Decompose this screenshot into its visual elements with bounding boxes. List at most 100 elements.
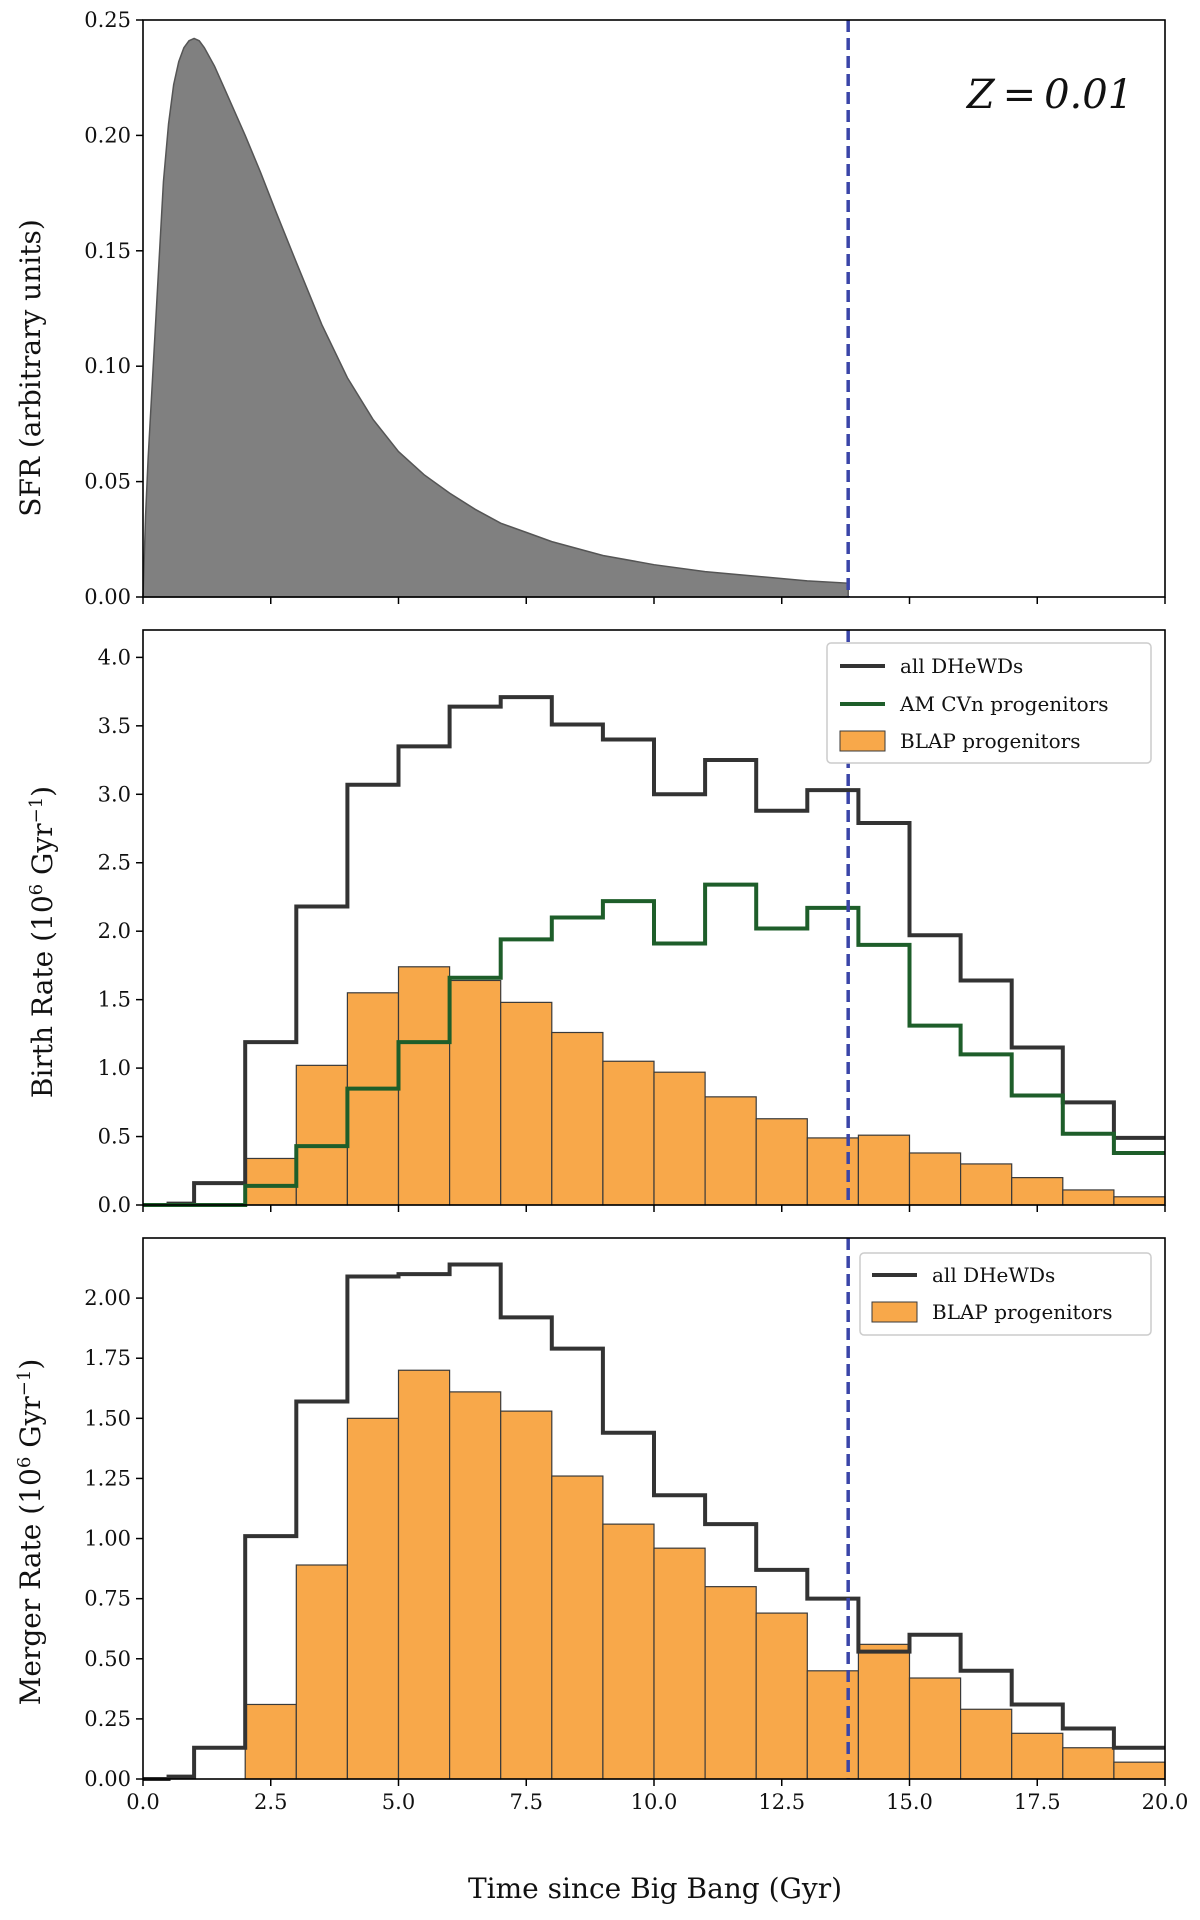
birth-rate-blap-bar (244, 1157, 297, 1206)
birth-rate-y-tick-label: 1.5 (98, 988, 131, 1012)
birth-rate-blap-bar (959, 1163, 1013, 1206)
birth-rate-legend-amcvn-label: AM CVn progenitors (899, 692, 1109, 716)
merger-rate-blap-bar (602, 1523, 655, 1780)
merger-rate-ylabel-sup2: −1 (14, 1370, 35, 1397)
merger-rate-y-tick-label: 1.00 (84, 1527, 131, 1551)
birth-rate-legend-blap-label: BLAP progenitors (900, 729, 1080, 753)
merger-rate-blap-bar (806, 1670, 859, 1780)
merger-rate-blap-bar (959, 1708, 1013, 1780)
merger-rate-ylabel-start: Merger Rate (10 (14, 1468, 47, 1705)
birth-rate-panel: 0.0 0.5 1.0 1.5 2.0 2.5 3.0 3.5 4.0 Birth Rate (… (26, 629, 1166, 1217)
birth-rate-blap-bar (1113, 1196, 1166, 1206)
sfr-plot-area: 0.00 0.05 0.10 0.15 0.20 0.25 (84, 8, 1166, 609)
merger-rate-blap-bar (1011, 1732, 1064, 1780)
merger-rate-y-tick-label: 0.75 (84, 1587, 131, 1611)
merger-rate-x-tick-label: 5.0 (382, 1790, 415, 1814)
birth-rate-y-tick-label: 4.0 (98, 645, 131, 669)
sfr-y-tick-label: 0.15 (84, 239, 131, 263)
merger-rate-y-tick-label: 0.50 (84, 1647, 131, 1671)
birth-rate-legend-blap-swatch (839, 730, 886, 752)
merger-rate-blap-bar (704, 1586, 757, 1780)
merger-rate-y-tick-label: 2.00 (84, 1286, 131, 1310)
merger-rate-ylabel-mid: Gyr (14, 1396, 47, 1457)
merger-rate-legend-blap-swatch (871, 1301, 918, 1323)
birth-rate-ylabel-sup: 6 (26, 884, 47, 895)
birth-rate-y-tick-label: 0.5 (98, 1125, 131, 1149)
merger-rate-x-tick-label: 15.0 (886, 1790, 933, 1814)
merger-rate-y-tick-label: 1.75 (84, 1346, 131, 1370)
birth-rate-ylabel-end: ) (26, 786, 59, 797)
birth-rate-blap-bar (1062, 1189, 1115, 1206)
birth-rate-y-tick-label: 3.5 (98, 714, 131, 738)
merger-rate-legend-box (859, 1252, 1152, 1336)
merger-rate-y-tick-label: 1.25 (84, 1466, 131, 1490)
merger-rate-ylabel-end: ) (14, 1359, 47, 1370)
birth-rate-y-tick-label: 2.0 (98, 919, 131, 943)
merger-rate-legend-blap-label: BLAP progenitors (932, 1300, 1112, 1324)
birth-rate-legend-all-label: all DHeWDs (900, 654, 1023, 678)
sfr-y-tick-label: 0.10 (84, 354, 131, 378)
birth-rate-blap-bar (755, 1118, 808, 1206)
birth-rate-all-dhewds-line (143, 695, 1165, 1207)
birth-rate-blap-bar (857, 1134, 911, 1206)
birth-rate-blap-bar (500, 1001, 553, 1206)
merger-rate-x-tick-label: 7.5 (510, 1790, 543, 1814)
sfr-y-tick-label: 0.00 (84, 585, 131, 609)
birth-rate-blap-bar (295, 1064, 348, 1206)
birth-rate-legend: all DHeWDs AM CVn progenitors BLAP proge… (826, 642, 1152, 764)
birth-rate-blap-bar (908, 1152, 962, 1206)
x-axis-label: Time since Big Bang (Gyr) (468, 1872, 842, 1905)
birth-rate-blap-bar (397, 966, 451, 1206)
birth-rate-blap-bar (806, 1137, 859, 1206)
merger-rate-y-axis-label: Merger Rate (106 Gyr−1) (14, 1359, 48, 1706)
birth-rate-amcvn-line (143, 882, 1165, 1207)
merger-rate-plot-area: 0.00 0.25 0.50 0.75 1.00 1.25 1.50 1.75 2.00 0.0 2… (84, 1237, 1189, 1814)
merger-rate-legend-all-label: all DHeWDs (932, 1263, 1055, 1287)
merger-rate-legend: all DHeWDs BLAP progenitors (859, 1252, 1152, 1336)
sfr-y-tick-label: 0.05 (84, 470, 131, 494)
birth-rate-ylabel-mid: Gyr (26, 823, 59, 884)
merger-rate-x-tick-label: 0.0 (126, 1790, 159, 1814)
sfr-y-axis-label: SFR (arbitrary units) (14, 219, 47, 516)
birth-rate-blap-bar (346, 992, 400, 1206)
sfr-y-tick-label: 0.25 (84, 8, 131, 32)
birth-rate-legend-box (826, 642, 1152, 764)
merger-rate-x-tick-label: 12.5 (758, 1790, 805, 1814)
merger-rate-x-tick-label: 20.0 (1142, 1790, 1189, 1814)
birth-rate-blap-bar (653, 1071, 706, 1206)
birth-rate-plot-area: 0.0 0.5 1.0 1.5 2.0 2.5 3.0 3.5 4.0 (98, 629, 1166, 1217)
merger-rate-all-dhewds-line (143, 1262, 1165, 1781)
merger-rate-blap-bar (1062, 1747, 1115, 1780)
sfr-histogram (142, 37, 849, 598)
merger-rate-blap-bar (551, 1475, 604, 1780)
merger-rate-ylabel-sup: 6 (14, 1457, 35, 1468)
merger-rate-blap-bar (295, 1564, 348, 1780)
birth-rate-y-axis-label: Birth Rate (106 Gyr−1) (26, 786, 60, 1098)
sfr-y-tick-label: 0.20 (84, 123, 131, 147)
birth-rate-ylabel-start: Birth Rate (10 (26, 895, 59, 1098)
merger-rate-blap-bar (755, 1612, 808, 1780)
birth-rate-blap-bar (602, 1060, 655, 1206)
birth-rate-ylabel-sup2: −1 (26, 797, 47, 824)
merger-rate-x-tick-label: 10.0 (631, 1790, 678, 1814)
merger-rate-blap-bar (244, 1703, 297, 1780)
merger-rate-blap-bar (346, 1417, 400, 1780)
merger-rate-blap-bar (653, 1547, 706, 1780)
birth-rate-y-tick-label: 0.0 (98, 1193, 131, 1217)
merger-rate-y-tick-label: 0.00 (84, 1767, 131, 1791)
birth-rate-blap-bar (704, 1096, 757, 1206)
merger-rate-blap-bar (908, 1677, 962, 1780)
merger-rate-blap-bar (1113, 1761, 1166, 1780)
birth-rate-y-tick-label: 1.0 (98, 1056, 131, 1080)
merger-rate-y-tick-label: 0.25 (84, 1707, 131, 1731)
merger-rate-panel: 0.00 0.25 0.50 0.75 1.00 1.25 1.50 1.75 2.00 0.0 2… (14, 1237, 1189, 1905)
birth-rate-blap-bar (449, 979, 502, 1206)
merger-rate-blap-bar (397, 1369, 451, 1780)
merger-rate-blap-bar (857, 1643, 911, 1780)
merger-rate-y-tick-label: 1.50 (84, 1406, 131, 1430)
merger-rate-x-tick-label: 17.5 (1014, 1790, 1061, 1814)
sfr-panel: 0.00 0.05 0.10 0.15 0.20 0.25 SFR (arbitrary … (14, 8, 1166, 609)
birth-rate-y-tick-label: 3.0 (98, 782, 131, 806)
merger-rate-blap-bar (449, 1391, 502, 1780)
